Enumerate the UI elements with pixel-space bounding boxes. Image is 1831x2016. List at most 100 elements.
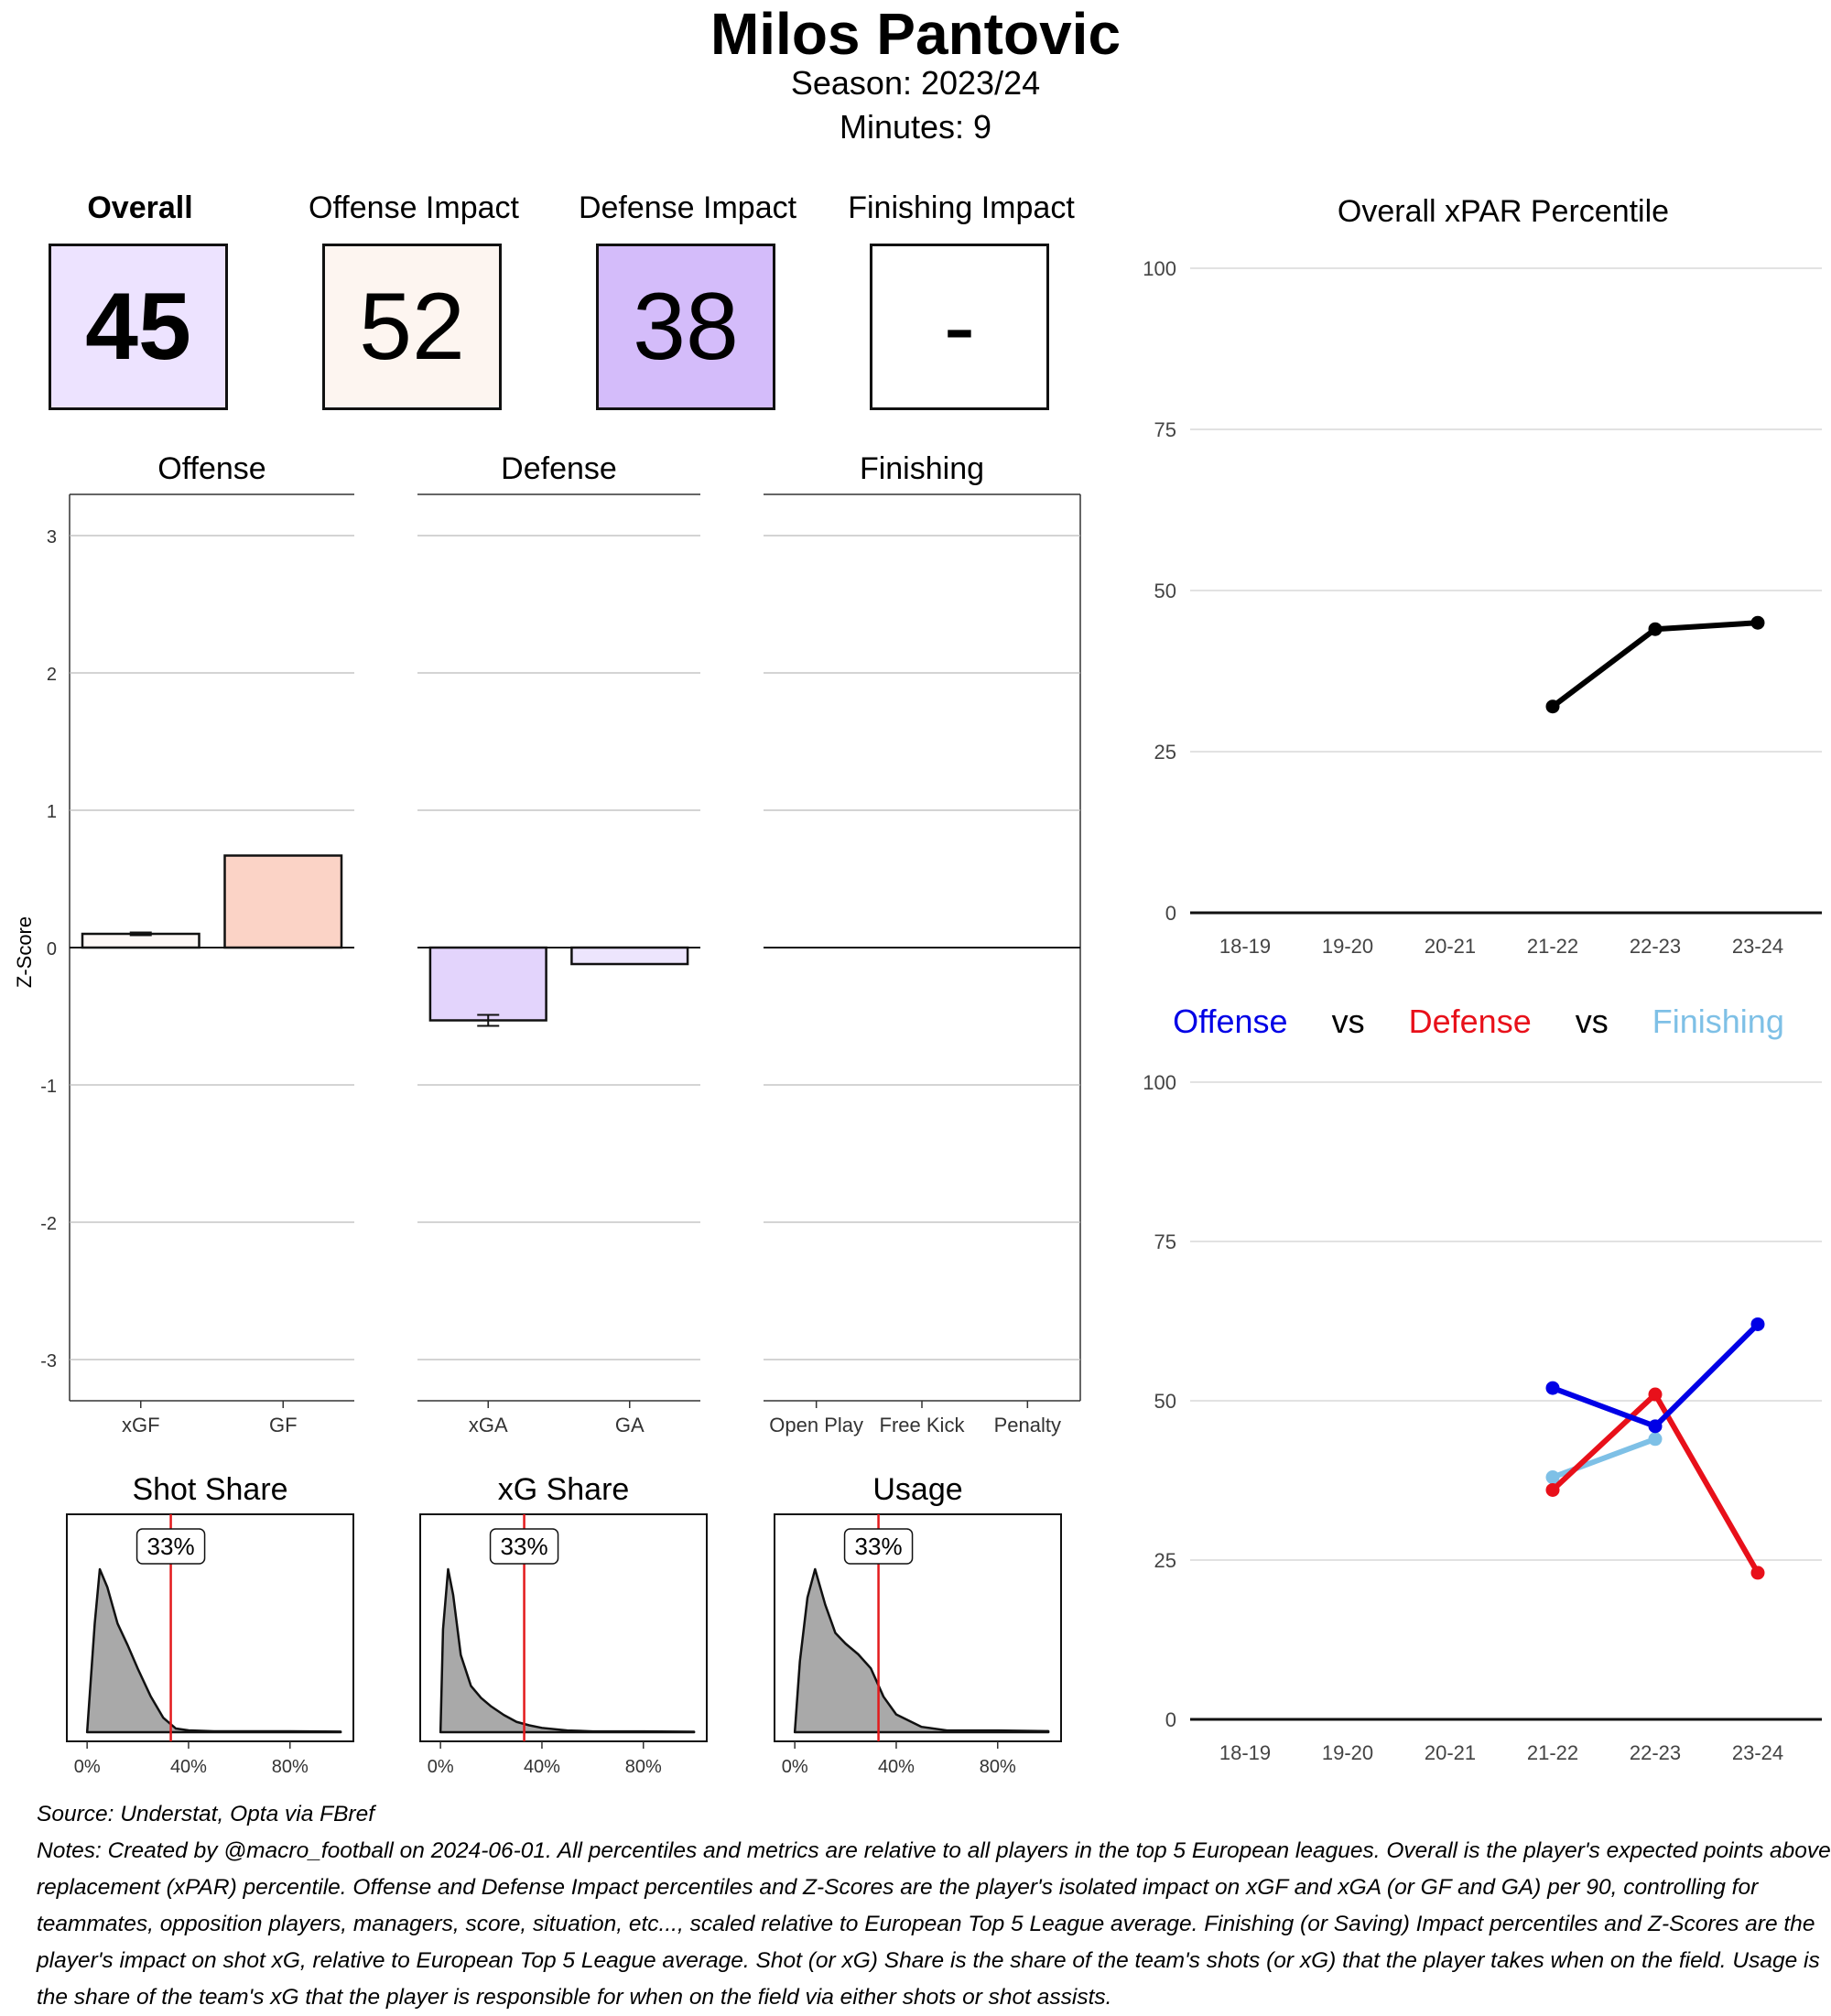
overall-label: Overall — [87, 190, 193, 225]
finishing-impact-card: - — [870, 244, 1049, 410]
offense-impact-card: 52 — [322, 244, 502, 410]
defense-impact-card: 38 — [596, 244, 775, 410]
overall-xpar-point — [1648, 622, 1663, 636]
y-tick-label: 75 — [1154, 418, 1176, 441]
share-tick-label: 0% — [782, 1757, 808, 1777]
defense-impact-value: 38 — [633, 273, 739, 380]
x-tick-label: 22-23 — [1630, 1741, 1681, 1764]
x-tick-label: 21-22 — [1527, 935, 1578, 958]
x-tick-label: 18-19 — [1219, 1741, 1271, 1764]
legend-defense: Defense — [1408, 1003, 1532, 1040]
notes: Source: Understat, Opta via FBref Notes:… — [37, 1796, 1831, 2016]
zscore-ytick-label: 1 — [47, 802, 57, 822]
density-area — [85, 1567, 342, 1734]
y-tick-label: 100 — [1143, 1071, 1176, 1094]
offense-point — [1648, 1419, 1663, 1434]
y-tick-label: 100 — [1143, 257, 1176, 280]
zscore-ytick-label: -1 — [40, 1077, 57, 1097]
overall-value: 45 — [85, 273, 191, 380]
finishing-point — [1545, 1470, 1560, 1485]
y-tick-label: 75 — [1154, 1230, 1176, 1253]
season-label: Season: 2023/24 — [790, 64, 1041, 102]
density-area — [439, 1567, 696, 1734]
share-tick-label: 0% — [74, 1757, 101, 1777]
share-charts: Shot Share 33% 0% 40% 80% xG Share 33% 0% 40% 80%… — [66, 1472, 1062, 1777]
share-label: 33% — [501, 1533, 548, 1560]
y-tick-label: 50 — [1154, 1390, 1176, 1413]
x-tick-label: 23-24 — [1732, 935, 1783, 958]
share-panel-title: Shot Share — [132, 1472, 287, 1507]
y-tick-label: 0 — [1165, 1708, 1176, 1731]
zscore-category-label: xGA — [469, 1414, 508, 1436]
density-area — [793, 1567, 1050, 1734]
zscore-panel-title: Offense — [157, 451, 265, 486]
y-tick-label: 25 — [1154, 741, 1176, 764]
finishing-point — [1648, 1432, 1663, 1447]
y-tick-label: 50 — [1154, 580, 1176, 602]
zscore-chart: Z-Score 3 2 1 0 -1 -2 -3 Offense xGF GF Defense xG… — [13, 451, 1081, 1436]
zscore-category-label: Penalty — [994, 1414, 1061, 1436]
finishing-impact-label: Finishing Impact — [848, 190, 1075, 225]
x-tick-label: 23-24 — [1732, 1741, 1783, 1764]
x-tick-label: 20-21 — [1425, 1741, 1476, 1764]
share-tick-label: 80% — [272, 1757, 309, 1777]
zscore-category-label: Free Kick — [880, 1414, 966, 1436]
zscore-ytick-label: -2 — [40, 1214, 57, 1234]
zscore-category-label: GA — [615, 1414, 645, 1436]
zscore-panels: Offense xGF GF Defense xGA GA Finishing Open Pl… — [69, 451, 1081, 1436]
share-tick-label: 80% — [980, 1757, 1016, 1777]
offense-impact-label: Offense Impact — [309, 190, 519, 225]
x-tick-label: 19-20 — [1322, 1741, 1373, 1764]
share-label-box — [843, 1528, 914, 1565]
notes-line: teammates, opposition players, managers,… — [37, 1912, 1815, 1936]
share-label: 33% — [147, 1533, 195, 1560]
legend-finishing: Finishing — [1652, 1003, 1784, 1040]
overall-xpar-plot: 100 75 50 25 0 18-19 19-20 20-21 21-22 22-23 23-24 — [1143, 257, 1822, 958]
x-tick-label: 21-22 — [1527, 1741, 1578, 1764]
defense-impact-label: Defense Impact — [578, 190, 797, 225]
finishing-impact-value: - — [943, 273, 976, 380]
share-tick-label: 0% — [428, 1757, 454, 1777]
zscore-ytick-label: 0 — [47, 939, 57, 959]
zscore-panel-title: Defense — [501, 451, 617, 486]
share-panels: Shot Share 33% 0% 40% 80% xG Share 33% 0% 40% 80%… — [66, 1472, 1062, 1777]
zscore-bar — [570, 946, 689, 966]
zscore-bar — [223, 854, 343, 949]
overall-card: 45 — [49, 244, 228, 410]
y-tick-label: 25 — [1154, 1549, 1176, 1572]
legend-vs-2: vs — [1575, 1003, 1609, 1040]
notes-line: Notes: Created by @macro_football on 202… — [37, 1838, 1831, 1863]
legend-vs-1: vs — [1331, 1003, 1365, 1040]
player-name: Milos Pantovic — [710, 1, 1121, 67]
notes-line: player's impact on shot xG, relative to … — [37, 1948, 1820, 1973]
zscore-panel-title: Finishing — [860, 451, 984, 486]
overall-xpar-point — [1750, 615, 1765, 630]
overall-xpar-point — [1545, 699, 1560, 714]
share-label-box — [489, 1528, 559, 1565]
zscore-ylabel: Z-Score — [13, 916, 36, 988]
x-tick-label: 20-21 — [1425, 935, 1476, 958]
share-label: 33% — [855, 1533, 903, 1560]
share-tick-label: 80% — [625, 1757, 662, 1777]
split-xpar-chart: 100 75 50 25 0 18-19 19-20 20-21 21-22 22-23 23-24 — [1143, 1071, 1822, 1764]
share-panel-title: Usage — [872, 1472, 962, 1507]
legend-offense: Offense — [1173, 1003, 1288, 1040]
zscore-ytick-label: 2 — [47, 665, 57, 685]
zscore-category-label: GF — [269, 1414, 298, 1436]
zscore-yticks: 3 2 1 0 -1 -2 -3 — [40, 527, 57, 1371]
x-tick-label: 22-23 — [1630, 935, 1681, 958]
notes-line: the share of the team's xG that the play… — [37, 1985, 1112, 2010]
offense-point — [1750, 1317, 1765, 1331]
share-tick-label: 40% — [170, 1757, 207, 1777]
offense-impact-value: 52 — [359, 273, 465, 380]
share-tick-label: 40% — [878, 1757, 915, 1777]
source-line: Source: Understat, Opta via FBref — [37, 1802, 375, 1826]
x-tick-label: 19-20 — [1322, 935, 1373, 958]
share-tick-label: 40% — [524, 1757, 560, 1777]
zscore-category-label: Open Play — [769, 1414, 863, 1436]
zscore-ytick-label: -3 — [40, 1351, 57, 1371]
offense-line — [1551, 1322, 1761, 1429]
offense-point — [1545, 1381, 1560, 1395]
notes-line: replacement (xPAR) percentile. Offense a… — [37, 1875, 1759, 1900]
split-legend: Offense vs Defense vs Finishing — [1126, 1003, 1831, 1041]
